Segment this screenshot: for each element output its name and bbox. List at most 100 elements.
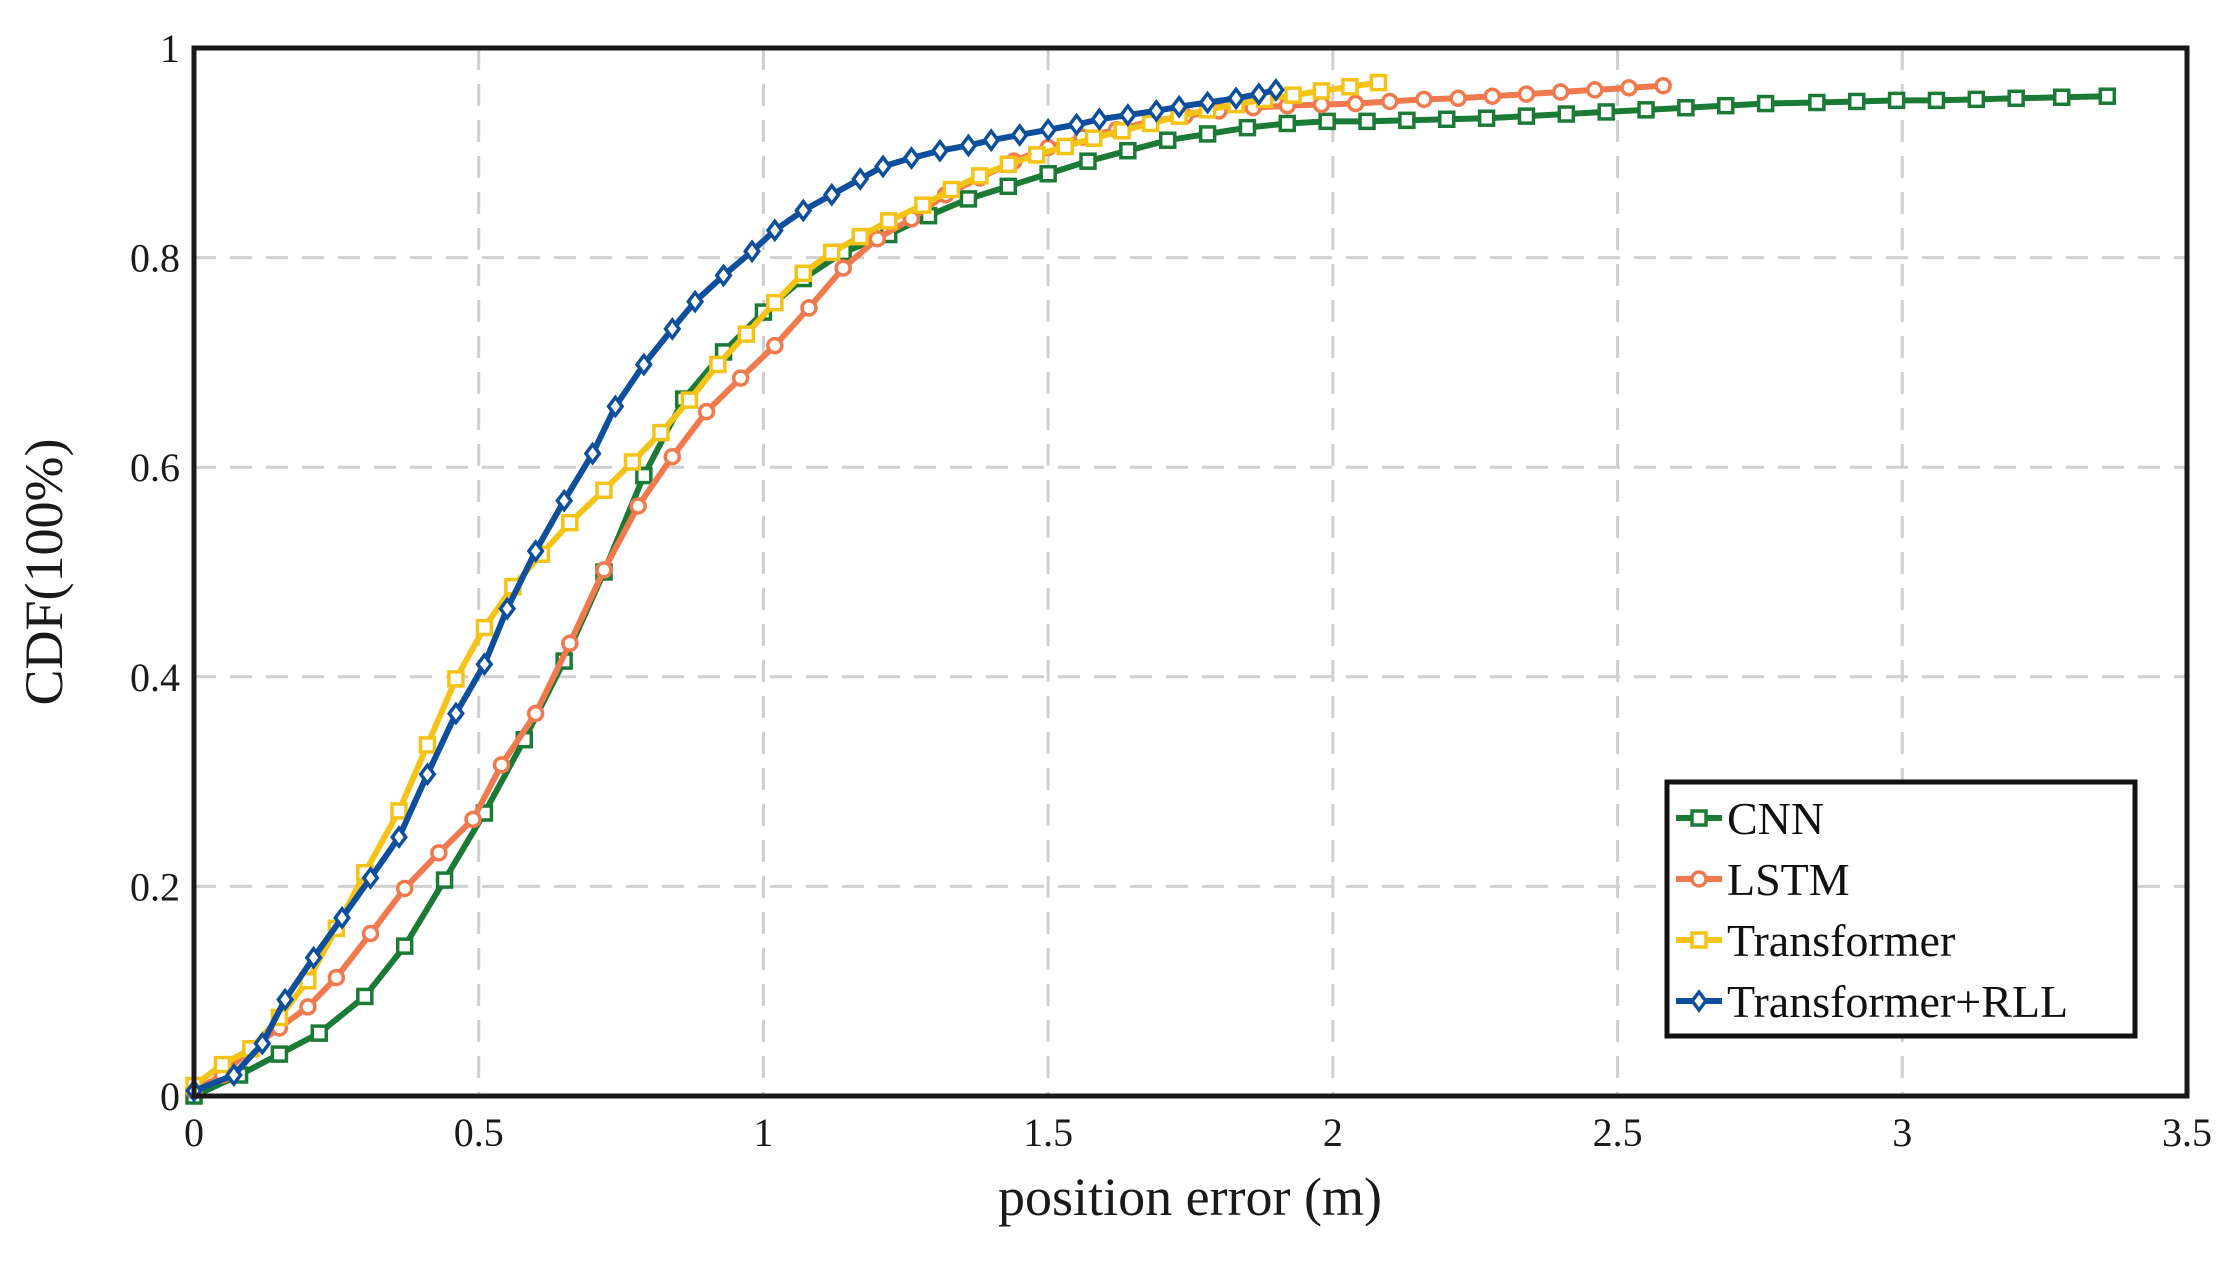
data-point-transformer-rll — [959, 133, 978, 158]
data-point-transformer — [390, 802, 408, 820]
data-point-lstm — [1620, 79, 1638, 97]
data-point-lstm — [1654, 76, 1672, 95]
data-point-cnn — [1677, 98, 1695, 117]
data-point-cnn — [1158, 131, 1177, 149]
data-point-transformer — [1084, 129, 1103, 147]
data-point-transformer-rll — [874, 154, 892, 179]
data-point-transformer — [595, 481, 613, 500]
data-point-transformer — [652, 423, 670, 442]
data-point-lstm — [361, 924, 380, 943]
data-point-transformer-rll — [361, 866, 380, 890]
data-point-lstm — [561, 634, 579, 653]
data-point-lstm — [1415, 90, 1433, 109]
data-point-transformer-rll — [526, 539, 545, 563]
data-point-lstm — [1381, 92, 1399, 111]
data-point-lstm — [395, 879, 414, 898]
data-point-transformer — [737, 325, 756, 343]
data-point-cnn — [1597, 103, 1615, 121]
data-point-transformer-rll — [276, 987, 295, 1012]
data-point-lstm — [1551, 83, 1570, 101]
data-point-cnn — [2052, 88, 2071, 107]
data-point-transformer — [623, 453, 642, 471]
data-point-cnn — [1717, 96, 1735, 115]
data-point-cnn — [1808, 93, 1826, 112]
data-point-transformer — [213, 1055, 232, 1074]
legend-item-transformer-rll: Transformer+RLL — [1676, 976, 2068, 1027]
data-point-cnn — [1119, 141, 1137, 160]
legend-label-transformer: Transformer — [1727, 915, 1955, 966]
data-point-transformer-rll — [634, 352, 653, 377]
data-point-transformer-rll — [743, 239, 761, 264]
data-point-lstm — [492, 756, 511, 774]
data-point-transformer-rll — [224, 1063, 243, 1087]
data-point-transformer — [1341, 78, 1359, 96]
data-point-transformer-rll — [606, 394, 625, 419]
x-tick-label: 1 — [753, 1110, 773, 1155]
data-point-transformer-rll — [1067, 112, 1086, 137]
x-tick-label: 3.5 — [2162, 1110, 2212, 1155]
y-axis-label: CDF(100%) — [14, 439, 74, 706]
data-point-transformer-rll — [982, 128, 1001, 153]
data-point-cnn — [1318, 112, 1336, 131]
data-point-lstm — [327, 968, 346, 987]
data-point-transformer — [823, 243, 841, 262]
data-point-transformer-rll — [1266, 78, 1285, 102]
data-point-cnn — [1887, 91, 1906, 110]
x-tick-label: 0.5 — [454, 1110, 504, 1155]
data-point-transformer-rll — [475, 652, 494, 677]
data-point-lstm — [464, 810, 482, 829]
x-tick-label: 1.5 — [1023, 1110, 1073, 1155]
x-tick-label: 3 — [1892, 1110, 1912, 1155]
data-point-cnn — [1358, 112, 1376, 131]
data-point-cnn — [1847, 92, 1866, 111]
data-point-transformer — [851, 227, 869, 246]
legend-box — [1664, 779, 2138, 1039]
data-point-cnn — [310, 1024, 329, 1042]
data-point-cnn — [1198, 125, 1217, 143]
y-tick-label: 1 — [160, 26, 180, 71]
data-point-transformer — [879, 212, 898, 230]
legend-marker-transformer-rll — [1690, 989, 1708, 1013]
data-point-cnn — [1557, 105, 1576, 123]
data-point-cnn — [435, 871, 454, 889]
data-point-transformer-rll — [822, 182, 841, 207]
data-point-transformer — [1312, 82, 1331, 100]
legend-item-cnn: CNN — [1676, 793, 1824, 844]
data-point-transformer-rll — [686, 289, 705, 314]
data-point-transformer — [561, 513, 579, 532]
y-tick-label: 0.2 — [130, 864, 180, 909]
data-point-transformer — [1141, 114, 1160, 133]
y-tick-label: 0.8 — [130, 236, 180, 281]
tick-labels: 0 0.5 1 1.5 2 2.5 3 3.5 0 0.2 0.4 0.6 0.8 1 — [130, 26, 2212, 1155]
data-point-transformer-rll — [1147, 98, 1166, 123]
data-point-transformer-rll — [418, 762, 437, 787]
legend-label-lstm: LSTM — [1727, 854, 1850, 905]
data-point-lstm — [629, 497, 647, 515]
data-point-transformer-rll — [1227, 86, 1245, 111]
data-point-transformer-rll — [794, 198, 813, 223]
data-point-lstm — [1517, 85, 1536, 103]
plot-area-frame — [191, 45, 2190, 1099]
data-point-lstm — [697, 402, 716, 421]
legend-marker-transformer — [1690, 931, 1708, 949]
x-tick-label: 2.5 — [1593, 1110, 1643, 1155]
data-point-lstm — [800, 299, 818, 317]
data-point-transformer — [1369, 73, 1388, 92]
data-point-lstm — [430, 844, 448, 862]
data-point-transformer-rll — [555, 488, 574, 513]
data-point-transformer-rll — [765, 218, 784, 243]
data-point-cnn — [356, 987, 374, 1006]
data-point-lstm — [766, 336, 784, 355]
data-point-transformer-rll — [1249, 82, 1268, 107]
data-point-cnn — [999, 177, 1018, 196]
legend-item-transformer: Transformer — [1676, 915, 1955, 966]
data-point-cnn — [270, 1045, 289, 1063]
legend-label-transformer-rll: Transformer+RLL — [1727, 976, 2068, 1027]
data-point-transformer — [680, 391, 699, 409]
data-point-lstm — [1449, 89, 1467, 108]
data-point-transformer — [1028, 146, 1046, 164]
data-point-cnn — [1477, 109, 1496, 127]
data-point-transformer-rll — [390, 825, 408, 850]
data-point-transformer — [447, 670, 465, 688]
